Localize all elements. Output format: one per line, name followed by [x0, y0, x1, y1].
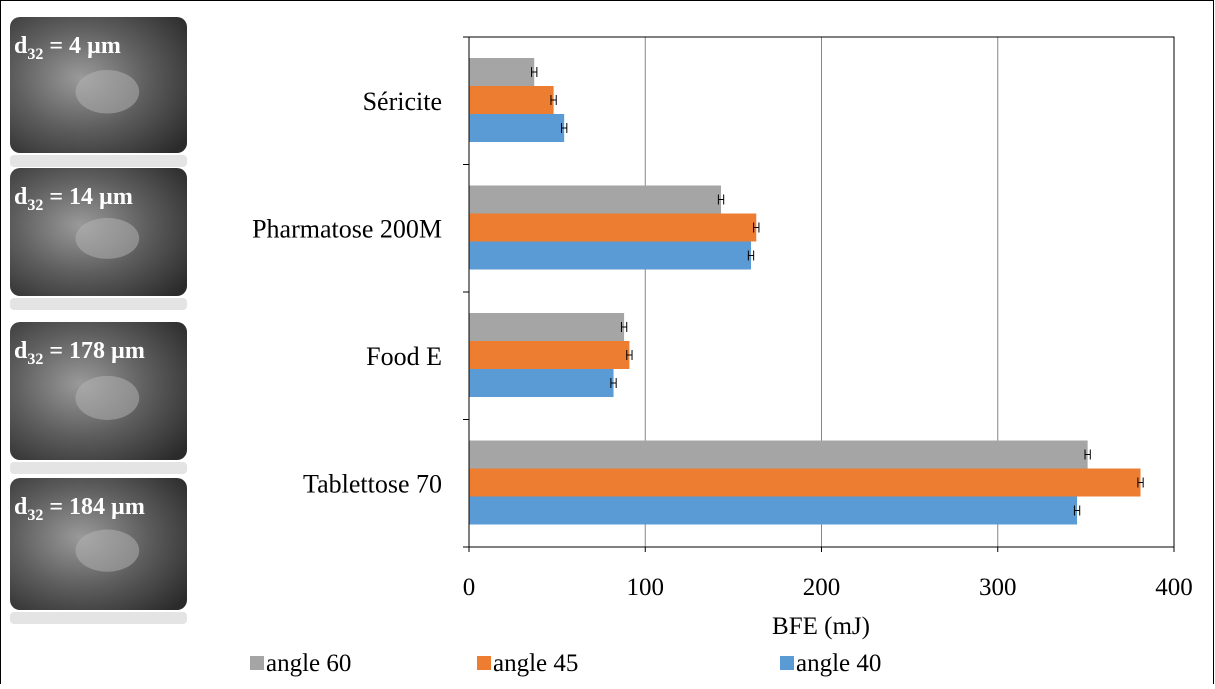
bar	[469, 468, 1141, 497]
legend-label: angle 60	[266, 650, 351, 677]
error-bar	[1073, 505, 1081, 516]
x-tick-label: 400	[1155, 574, 1193, 601]
image-label: d32 = 4 µm	[14, 33, 121, 63]
bar	[469, 213, 757, 242]
x-tick-label: 0	[463, 574, 476, 601]
symbol: d	[14, 33, 28, 59]
image-label: d32 = 184 µm	[14, 494, 145, 524]
label-text: = 14 µm	[43, 184, 133, 210]
sem-reflection	[10, 155, 187, 167]
y-tick-label: Séricite	[363, 87, 442, 116]
error-bar	[561, 123, 568, 133]
legend-label: angle 40	[796, 650, 881, 677]
x-tick-label: 200	[803, 574, 841, 601]
subscript: 32	[27, 46, 43, 63]
error-bar	[747, 250, 755, 261]
x-tick-label: 100	[627, 574, 665, 601]
label-text: = 178 µm	[43, 338, 145, 364]
particle	[75, 529, 140, 572]
bar	[469, 114, 565, 142]
error-bar	[610, 378, 617, 388]
y-tick-label: Tablettose 70	[303, 469, 442, 498]
sem-reflection	[10, 462, 187, 474]
bar	[469, 369, 614, 397]
error-bar	[753, 222, 760, 233]
symbol: d	[14, 494, 28, 520]
legend-swatch	[780, 656, 794, 670]
legend-swatch	[250, 656, 264, 670]
bar	[469, 185, 722, 214]
label-text: = 184 µm	[43, 494, 145, 520]
bar	[469, 496, 1078, 525]
particle	[75, 217, 140, 259]
error-bar	[717, 194, 725, 205]
sem-reflection	[10, 612, 187, 624]
x-tick-label: 300	[979, 574, 1017, 601]
error-bar	[626, 350, 633, 360]
error-bar	[620, 322, 628, 332]
image-label: d32 = 178 µm	[14, 338, 145, 368]
subscript: 32	[27, 507, 43, 524]
x-axis-title: BFE (mJ)	[772, 613, 870, 640]
bar	[469, 241, 751, 270]
bar	[469, 58, 535, 86]
label-text: = 4 µm	[43, 33, 121, 59]
subscript: 32	[27, 197, 43, 214]
bar	[469, 440, 1088, 469]
symbol: d	[14, 184, 28, 210]
bar	[469, 313, 625, 341]
subscript: 32	[27, 351, 43, 368]
y-tick-label: Food E	[366, 342, 442, 371]
particle	[75, 375, 140, 420]
symbol: d	[14, 338, 28, 364]
image-label: d32 = 14 µm	[14, 184, 133, 214]
error-bar	[550, 95, 557, 105]
bar	[469, 341, 630, 369]
error-bar	[1084, 449, 1091, 460]
bar	[469, 86, 554, 114]
particle	[75, 70, 140, 114]
error-bar	[1137, 477, 1144, 488]
error-bar	[531, 67, 538, 77]
sem-reflection	[10, 298, 187, 310]
legend-label: angle 45	[493, 650, 578, 677]
y-tick-label: Pharmatose 200M	[252, 214, 442, 243]
legend-swatch	[477, 656, 491, 670]
